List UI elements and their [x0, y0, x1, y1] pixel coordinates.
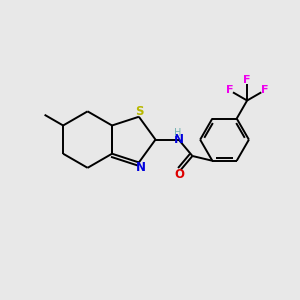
Text: F: F — [243, 75, 251, 85]
Text: F: F — [261, 85, 268, 95]
Text: N: N — [174, 133, 184, 146]
Text: F: F — [226, 85, 233, 95]
Text: N: N — [135, 161, 146, 174]
Text: S: S — [135, 105, 143, 118]
Text: O: O — [174, 168, 184, 181]
Text: H: H — [174, 128, 182, 138]
